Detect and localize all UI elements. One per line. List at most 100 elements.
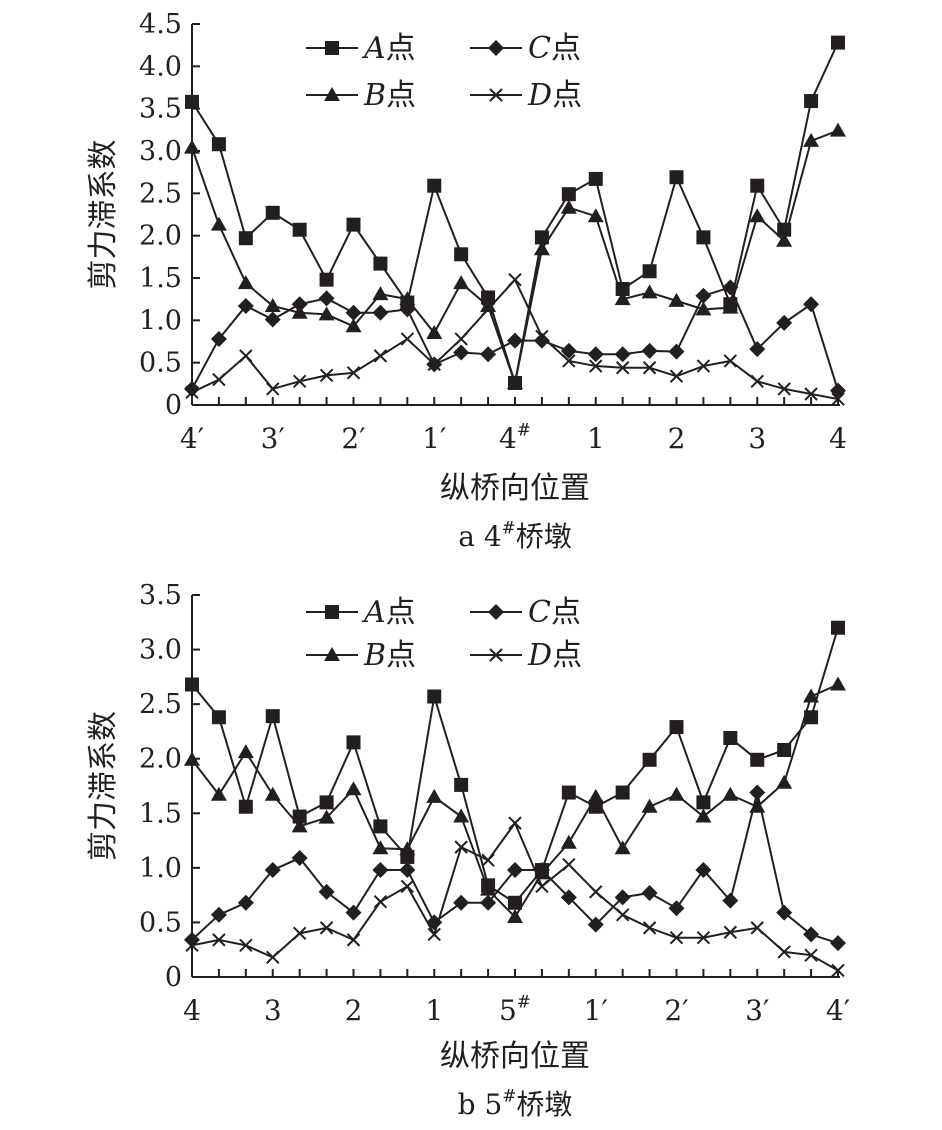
series-line (191, 42, 839, 384)
triangle-marker (695, 301, 712, 316)
cross-marker (750, 921, 764, 935)
cross-stroke (481, 853, 495, 867)
square-marker (561, 187, 576, 202)
legend-item: B点 (306, 78, 416, 113)
cross-stroke (831, 392, 845, 406)
square-marker (534, 230, 549, 245)
cross-marker (427, 927, 441, 942)
cross-marker (696, 359, 711, 373)
triangle-marker (399, 841, 416, 856)
diamond-marker (345, 904, 362, 921)
cross-stroke (481, 302, 495, 317)
triangle-marker (587, 208, 604, 223)
axes: 0 0.5 1.0 1.5 2.0 2.5 3.0 3.5 4 3 2 1 5# 1′ 2′ 3′ 4′ 剪力滞系… (86, 580, 850, 1121)
cross-stroke (454, 840, 468, 854)
x-axis-label: 纵桥向位置 (440, 1039, 590, 1074)
series-line (191, 683, 839, 919)
cross-marker (562, 857, 576, 872)
triangle-marker (210, 216, 227, 231)
legend-label: A点 (361, 595, 416, 630)
cross-stroke (454, 332, 468, 346)
diamond-marker (560, 342, 577, 359)
cross-stroke (373, 894, 388, 909)
diamond-marker (480, 894, 497, 911)
diamond-marker (210, 906, 227, 923)
triangle-marker (830, 676, 846, 691)
triangle-marker (324, 87, 340, 101)
cross-marker (427, 357, 441, 372)
triangle-marker (560, 834, 577, 849)
cross-stroke (185, 938, 199, 953)
cross-stroke (669, 369, 684, 383)
square-marker (265, 205, 280, 220)
y-tick-label: 1.5 (139, 263, 182, 294)
cross-stroke (804, 948, 818, 962)
diamond-marker (184, 380, 200, 397)
cross-marker (831, 392, 845, 406)
triangle-marker (668, 786, 685, 801)
diamond-marker (372, 304, 389, 321)
diamond-marker (533, 332, 550, 349)
diamond-marker (614, 889, 631, 906)
diamond-marker (480, 346, 497, 363)
cross-marker (185, 938, 199, 953)
square-marker (642, 264, 657, 279)
diamond-marker (318, 290, 335, 307)
cross-marker (589, 885, 603, 899)
x-tick-label: 1 (425, 994, 443, 1027)
cross-marker (669, 369, 684, 383)
y-tick-label: 0.5 (139, 348, 182, 379)
cross-marker (696, 931, 711, 945)
triangle-marker (722, 786, 739, 801)
diamond-marker (560, 889, 577, 906)
triangle-marker (318, 809, 335, 824)
cross-stroke (427, 357, 441, 372)
cross-stroke (804, 387, 818, 401)
square-marker (454, 247, 469, 262)
legend-label: A点 (361, 31, 416, 66)
cross-marker (508, 816, 522, 830)
series-diamond (184, 784, 846, 952)
cross-marker (777, 382, 791, 396)
y-tick-label: 0.5 (139, 907, 182, 938)
triangle-marker (237, 275, 254, 290)
cross-stroke (615, 908, 630, 922)
square-marker (238, 231, 253, 246)
triangle-marker (695, 808, 712, 823)
square-marker (804, 94, 819, 109)
triangle-marker (776, 232, 793, 247)
diamond-marker (264, 311, 281, 328)
square-marker (588, 171, 603, 186)
triangle-marker (184, 751, 200, 766)
cross-marker (454, 840, 468, 854)
cross-stroke (696, 359, 711, 373)
cross-marker (292, 374, 307, 389)
triangle-marker (264, 297, 281, 312)
triangle-marker (776, 774, 793, 789)
diamond-marker (453, 894, 470, 911)
diamond-marker (722, 892, 739, 909)
diamond-marker (695, 287, 712, 304)
diamond-marker (533, 862, 550, 879)
cross-stroke (212, 933, 226, 947)
cross-marker (212, 372, 226, 387)
legend-item: D点 (470, 638, 582, 673)
x-tick-label: 2 (668, 422, 686, 455)
cross-marker (185, 385, 199, 400)
cross-stroke (373, 349, 388, 363)
cross-stroke (777, 382, 791, 396)
triangle-marker (587, 788, 604, 803)
cross-stroke (750, 921, 764, 935)
square-marker (211, 137, 226, 152)
triangle-marker (345, 781, 362, 796)
square-marker (804, 710, 819, 725)
cross-stroke (319, 921, 334, 935)
cross-marker (642, 921, 657, 935)
cross-stroke (292, 926, 307, 941)
cross-stroke (239, 938, 253, 953)
cross-marker (346, 933, 361, 947)
x-tick-label: 1′ (422, 422, 446, 455)
cross-marker (723, 925, 738, 939)
diamond-marker (587, 916, 604, 933)
